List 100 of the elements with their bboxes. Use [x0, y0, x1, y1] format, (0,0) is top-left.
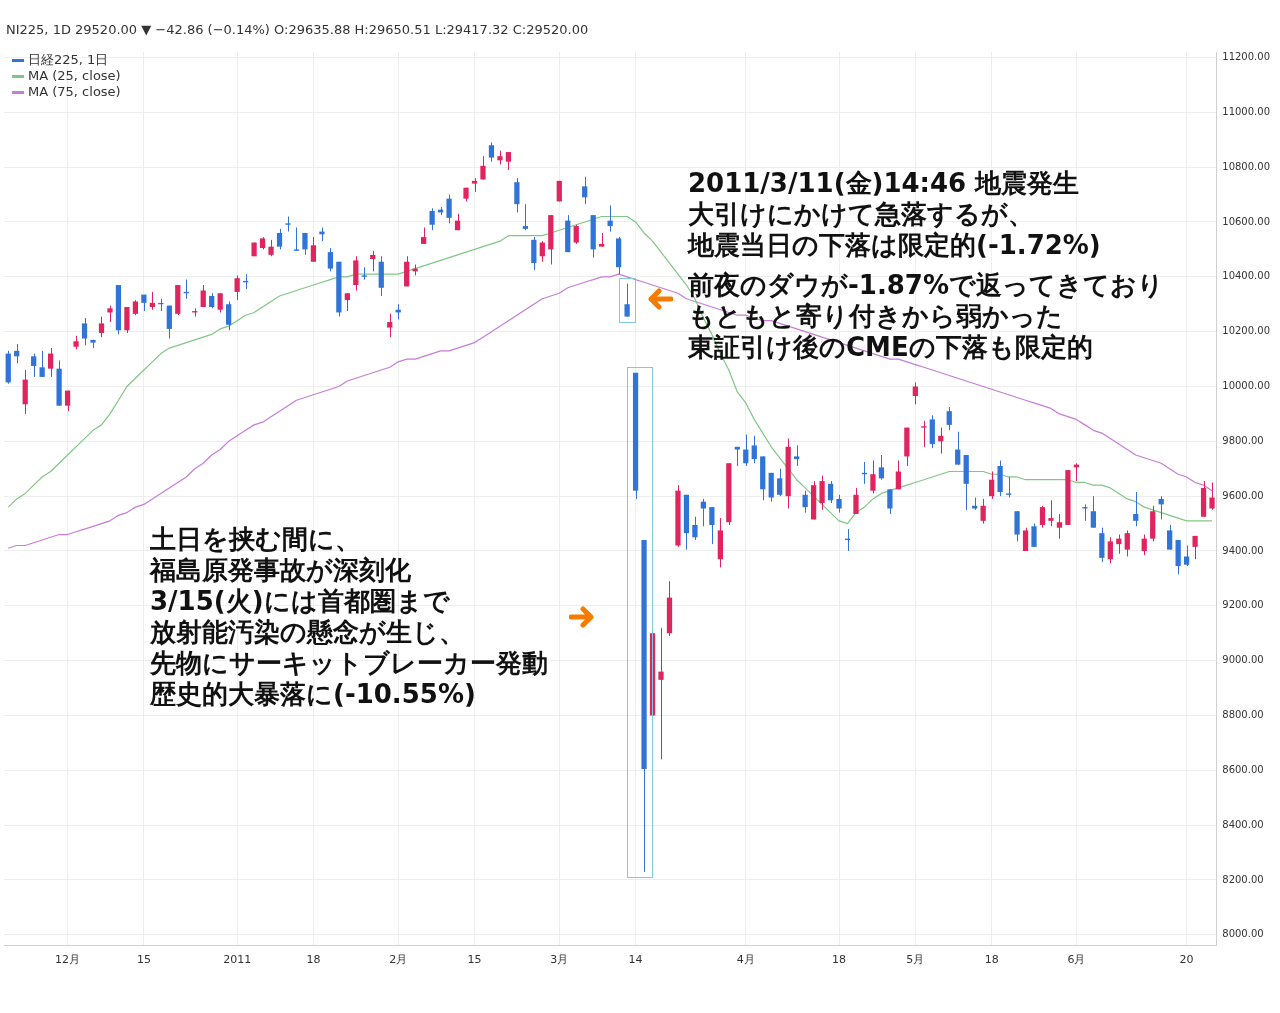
candlestick [1022, 527, 1029, 552]
x-tick-label: 5月 [906, 953, 925, 967]
candlestick [895, 460, 902, 490]
candlestick [1124, 529, 1130, 557]
candlestick [387, 313, 393, 338]
candlestick [293, 226, 300, 252]
x-tick-label: 14 [628, 953, 643, 967]
y-tick-label: 9400.00 [1222, 544, 1264, 556]
candlestick [1141, 534, 1147, 556]
y-tick-label: 8200.00 [1222, 873, 1264, 885]
annotation: 大引けにかけて急落するが、 [688, 199, 1034, 230]
x-tick-label: 18 [306, 953, 321, 967]
candlestick [234, 274, 240, 301]
candlestick [955, 431, 961, 466]
candlestick [777, 468, 783, 497]
annotation: 土日を挟む間に、 [150, 524, 361, 555]
annotation: 東証引け後のCMEの下落も限定的 [688, 332, 1093, 363]
candlestick [514, 177, 520, 213]
candlestick [531, 236, 537, 271]
candlestick [1056, 513, 1063, 540]
x-tick-label: 12月 [55, 953, 81, 967]
candlestick [217, 292, 223, 313]
candlestick [310, 236, 317, 263]
candlestick [1014, 510, 1020, 542]
candlestick [853, 487, 859, 515]
x-tick-label: 18 [832, 953, 847, 967]
candlestick [522, 203, 528, 231]
candlestick [1167, 524, 1173, 551]
candlestick [827, 480, 834, 504]
candlestick [582, 176, 588, 205]
candlestick [692, 516, 698, 541]
x-tick-label: 18 [984, 953, 999, 967]
candlestick [370, 250, 376, 272]
y-tick-label: 9800.00 [1222, 434, 1264, 446]
candlestick [361, 266, 367, 281]
candlestick [1005, 476, 1012, 499]
candlestick [488, 141, 495, 163]
candlestick [226, 301, 232, 331]
candlestick [921, 420, 927, 448]
candlestick [1209, 481, 1215, 511]
x-tick-label: 2月 [389, 953, 408, 967]
candlestick [48, 347, 54, 378]
x-tick-label: 15 [467, 953, 482, 967]
candlestick [1031, 523, 1037, 548]
annotation: 前夜のダウが-1.87%で返ってきており [688, 270, 1164, 301]
candlestick [658, 627, 664, 760]
candlestick [624, 283, 630, 318]
candlestick [870, 460, 876, 494]
candlestick [573, 224, 579, 245]
legend-label: MA (75, close) [27, 84, 121, 100]
candlestick [276, 228, 283, 250]
y-tick-label: 9000.00 [1222, 654, 1264, 666]
y-tick-label: 10600.00 [1222, 215, 1270, 227]
candlestick [1048, 499, 1054, 527]
candlestick [1090, 495, 1096, 529]
y-tick-label: 11200.00 [1222, 51, 1270, 63]
candlestick [989, 470, 995, 500]
candlestick [124, 306, 130, 334]
annotation: 放射能汚染の懸念が生じ、 [150, 617, 465, 648]
y-tick-label: 8000.00 [1222, 928, 1264, 940]
candlestick [1107, 536, 1113, 564]
candlestick [539, 240, 545, 263]
annotation: 地震当日の下落は限定的(-1.72%) [688, 230, 1101, 261]
y-tick-label: 8600.00 [1222, 763, 1264, 775]
x-tick-label: 20 [1179, 953, 1194, 967]
annotation: もともと寄り付きから弱かった [688, 301, 1063, 332]
annotation: 歴史的大暴落に(-10.55%) [150, 679, 476, 710]
candlestick [81, 317, 88, 346]
y-tick-label: 8400.00 [1222, 818, 1264, 830]
y-tick-label: 10000.00 [1222, 380, 1270, 392]
candlestick [751, 435, 757, 464]
y-tick-label: 10200.00 [1222, 325, 1270, 337]
candlestick [802, 490, 808, 514]
candlestick [819, 475, 825, 511]
y-tick-label: 10800.00 [1222, 160, 1270, 172]
annotation: 先物にサーキットブレーカー発動 [150, 648, 548, 679]
candlestick [946, 406, 952, 431]
candlestick [446, 194, 452, 224]
annotation: 2011/3/11(金)14:46 地震発生 [688, 168, 1080, 199]
y-tick-label: 8800.00 [1222, 709, 1264, 721]
candlestick [166, 305, 172, 340]
candlestick [98, 316, 105, 338]
x-tick-label: 4月 [736, 953, 755, 967]
candlestick [743, 433, 749, 467]
x-tick-label: 3月 [550, 953, 569, 967]
y-tick-label: 10400.00 [1222, 270, 1270, 282]
candlestick [887, 488, 893, 515]
candlestick [912, 381, 918, 405]
candlestick [1039, 505, 1046, 529]
legend-label: 日経225, 1日 [27, 52, 110, 68]
candlestick [1133, 491, 1139, 527]
x-tick-label: 2011 [223, 953, 252, 967]
candlestick [878, 454, 885, 481]
candlestick [327, 247, 334, 272]
candlestick [39, 350, 45, 378]
y-tick-label: 9200.00 [1222, 599, 1264, 611]
chart-title: NI225, 1D 29520.00 ▼ −42.86 (−0.14%) O:29635.88 H:29650.51 L:29417.32 C:29520.00 [6, 22, 589, 37]
candlestick [1183, 545, 1190, 567]
candlestick [31, 353, 37, 378]
annotation: 3/15(火)には首都圏まで [150, 586, 450, 617]
